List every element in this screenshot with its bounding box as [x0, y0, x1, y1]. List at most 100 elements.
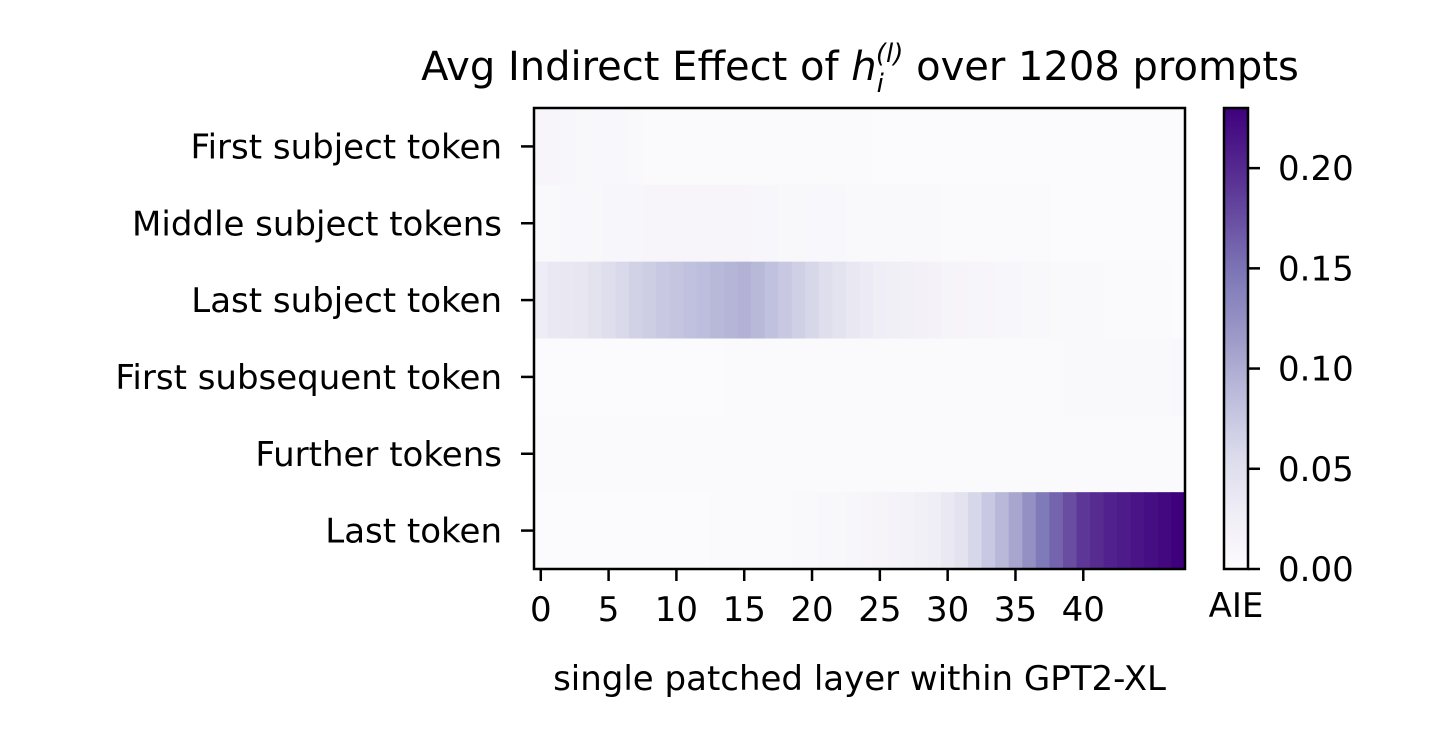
heatmap-cell	[900, 415, 915, 493]
heatmap-cell	[723, 415, 739, 493]
heatmap-cell	[628, 184, 644, 263]
heatmap-cell	[1090, 108, 1105, 186]
heatmap-cell	[588, 261, 603, 340]
heatmap-cell	[927, 261, 942, 340]
y-tick-label: Further tokens	[255, 435, 502, 475]
heatmap-cell	[1171, 261, 1186, 340]
heatmap-cell	[561, 492, 576, 570]
heatmap-cell	[1076, 338, 1091, 416]
heatmap-cell	[669, 415, 684, 493]
heatmap-cell	[845, 261, 861, 340]
heatmap-cell	[940, 184, 956, 263]
heatmap-cell	[1103, 108, 1118, 186]
heatmap-cell	[818, 338, 833, 416]
heatmap-cell	[845, 108, 861, 186]
heatmap-cell	[723, 338, 739, 416]
heatmap-cell	[778, 415, 793, 493]
heatmap-cell	[791, 184, 806, 263]
heatmap-cell	[1076, 108, 1091, 186]
heatmap-cell	[1008, 261, 1023, 340]
heatmap-cell	[1022, 338, 1037, 416]
heatmap-cell	[737, 108, 752, 186]
heatmap-cell	[1103, 415, 1118, 493]
heatmap-cell	[900, 338, 915, 416]
heatmap-cell	[547, 338, 562, 416]
heatmap-cell	[818, 492, 833, 570]
x-axis-label: single patched layer within GPT2-XL	[553, 659, 1166, 699]
title-math-base: h	[851, 44, 876, 90]
heatmap-cell	[1035, 184, 1050, 263]
heatmap-cell	[805, 492, 820, 570]
heatmap-cell	[1008, 108, 1023, 186]
heatmap-cell	[1049, 492, 1064, 570]
heatmap-cell	[845, 184, 861, 263]
heatmap-cell	[873, 338, 888, 416]
heatmap-cell	[534, 492, 549, 570]
heatmap-cell	[1035, 261, 1050, 340]
heatmap-cell	[1035, 415, 1050, 493]
heatmap-cell	[1022, 492, 1037, 570]
heatmap-cell	[818, 184, 833, 263]
heatmap-cell	[778, 492, 793, 570]
heatmap-cell	[764, 338, 779, 416]
x-tick-label: 10	[655, 590, 698, 630]
heatmap-cell	[1062, 108, 1078, 186]
heatmap-cell	[696, 415, 711, 493]
heatmap-cell	[900, 261, 915, 340]
heatmap-cell	[900, 492, 915, 570]
heatmap-cell	[791, 415, 806, 493]
heatmap-cell	[1144, 108, 1159, 186]
heatmap-cell	[534, 261, 549, 340]
heatmap-cell	[778, 184, 793, 263]
title-prefix: Avg Indirect Effect of	[421, 44, 851, 90]
heatmap-cell	[737, 492, 752, 570]
heatmap-cell	[927, 492, 942, 570]
heatmap-cell	[859, 338, 874, 416]
heatmap-cell	[968, 108, 983, 186]
heatmap-cell	[1035, 108, 1050, 186]
heatmap-cell	[751, 492, 766, 570]
heatmap-cell	[588, 415, 603, 493]
heatmap-cell	[601, 492, 616, 570]
heatmap-cell	[642, 184, 657, 263]
x-tick-label: 35	[994, 590, 1037, 630]
heatmap-cell	[1130, 492, 1145, 570]
x-tick-label: 15	[723, 590, 766, 630]
heatmap-cell	[588, 184, 603, 263]
heatmap-cell	[1062, 338, 1078, 416]
heatmap-cell	[981, 261, 996, 340]
heatmap-cell	[1022, 108, 1037, 186]
heatmap-cell	[1157, 492, 1173, 570]
heatmap-cell	[1090, 338, 1105, 416]
title-math-sup: (l)	[876, 39, 904, 69]
heatmap-cell	[1076, 184, 1091, 263]
heatmap-cell	[628, 492, 644, 570]
heatmap-cell	[737, 261, 752, 340]
heatmap-cell	[1157, 415, 1173, 493]
heatmap-cell	[642, 261, 657, 340]
heatmap-cell	[656, 492, 671, 570]
heatmap-cell	[968, 415, 983, 493]
heatmap-cell	[832, 492, 847, 570]
heatmap-cell	[683, 108, 698, 186]
heatmap-cell	[995, 338, 1010, 416]
heatmap-cell	[615, 108, 630, 186]
heatmap-cell	[710, 415, 725, 493]
heatmap-cell	[710, 108, 725, 186]
heatmap-cell	[642, 108, 657, 186]
heatmap-cell	[805, 184, 820, 263]
heatmap-cell	[981, 184, 996, 263]
heatmap-cell	[832, 415, 847, 493]
heatmap-cell	[954, 261, 969, 340]
heatmap-cell	[845, 338, 861, 416]
x-tick-label: 40	[1062, 590, 1105, 630]
heatmap-cell	[534, 415, 549, 493]
heatmap-cell	[981, 338, 996, 416]
heatmap-cell	[534, 338, 549, 416]
heatmap-cell	[1049, 184, 1064, 263]
heatmap-cell	[954, 415, 969, 493]
heatmap-cell	[588, 492, 603, 570]
heatmap-cell	[574, 492, 589, 570]
heatmap-cell	[940, 261, 956, 340]
